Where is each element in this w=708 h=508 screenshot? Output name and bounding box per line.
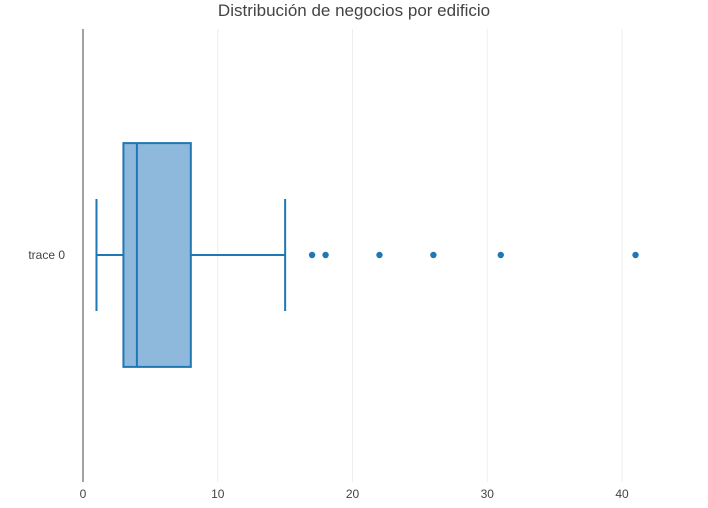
outlier-point bbox=[308, 251, 316, 259]
outlier-point bbox=[430, 251, 437, 259]
x-tick-label: 0 bbox=[80, 487, 87, 501]
y-tick-label: trace 0 bbox=[28, 248, 65, 262]
box-trace bbox=[95, 142, 639, 368]
chart-title: Distribución de negocios por edificio bbox=[218, 1, 490, 20]
y-axis-ticks: trace 0 bbox=[28, 248, 65, 262]
outlier-point bbox=[632, 251, 639, 259]
x-tick-label: 40 bbox=[615, 487, 629, 501]
x-axis-ticks: 0 10 20 30 40 bbox=[80, 487, 629, 501]
outlier-point bbox=[497, 251, 504, 259]
x-tick-label: 30 bbox=[481, 487, 495, 501]
outlier-point bbox=[376, 251, 383, 259]
x-tick-label: 20 bbox=[346, 487, 360, 501]
iqr-box bbox=[122, 142, 192, 368]
box-trace-layer bbox=[95, 142, 639, 368]
outlier-point bbox=[322, 251, 329, 259]
x-tick-label: 10 bbox=[211, 487, 225, 501]
